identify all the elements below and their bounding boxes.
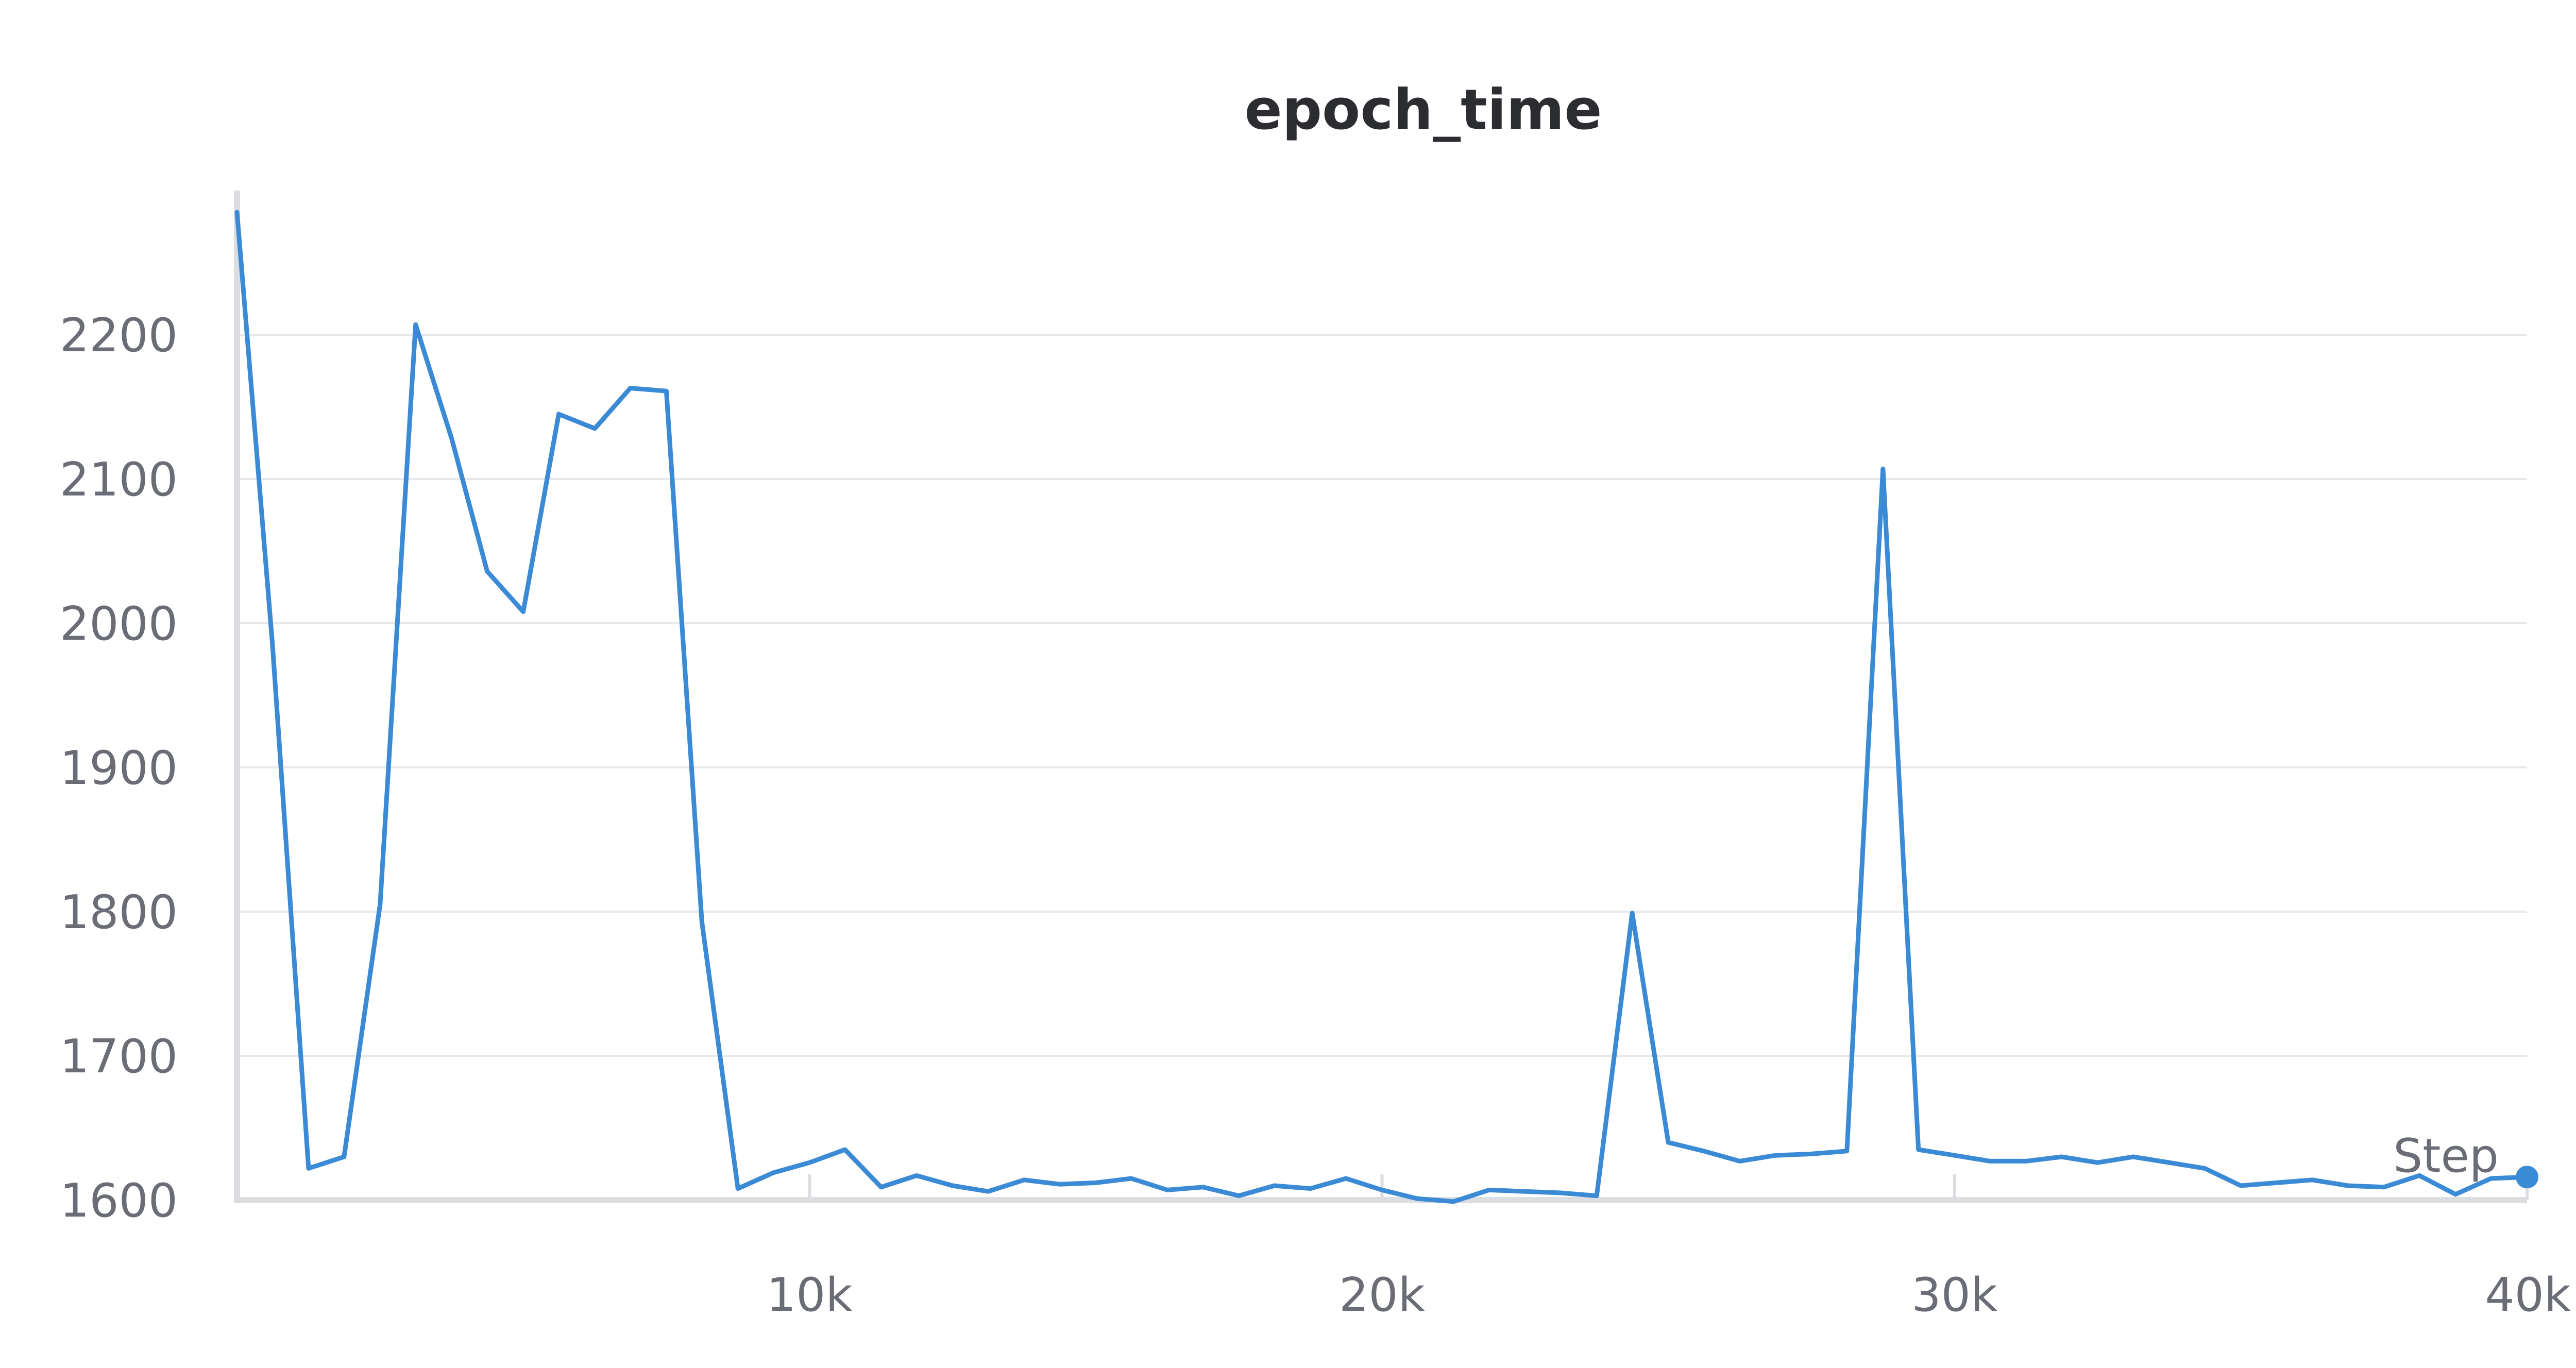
gridlines [237,334,2527,1201]
labels: epoch_time 1600 1700 1800 1900 2000 2100 2200 10… [60,78,2571,1322]
axes [234,191,2529,1203]
x-tick-label: 10k [767,1268,853,1322]
x-tick-label: 30k [1911,1268,1997,1322]
series-end-point [2516,1166,2538,1189]
y-tick-label: 2200 [60,309,178,363]
y-tick-label: 2100 [60,453,178,507]
series-line [234,210,2530,1204]
series-layer [234,210,2538,1204]
y-tick-label: 1700 [60,1030,178,1084]
y-tick-label: 1800 [60,885,178,939]
chart-title: epoch_time [1244,78,1602,142]
x-axis-label: Step [2393,1129,2499,1183]
x-tick-label: 40k [2485,1268,2571,1322]
y-tick-label: 1900 [60,741,178,795]
x-tick-label: 20k [1339,1268,1425,1322]
y-tick-label: 2000 [60,597,178,651]
y-tick-label: 1600 [60,1174,178,1228]
